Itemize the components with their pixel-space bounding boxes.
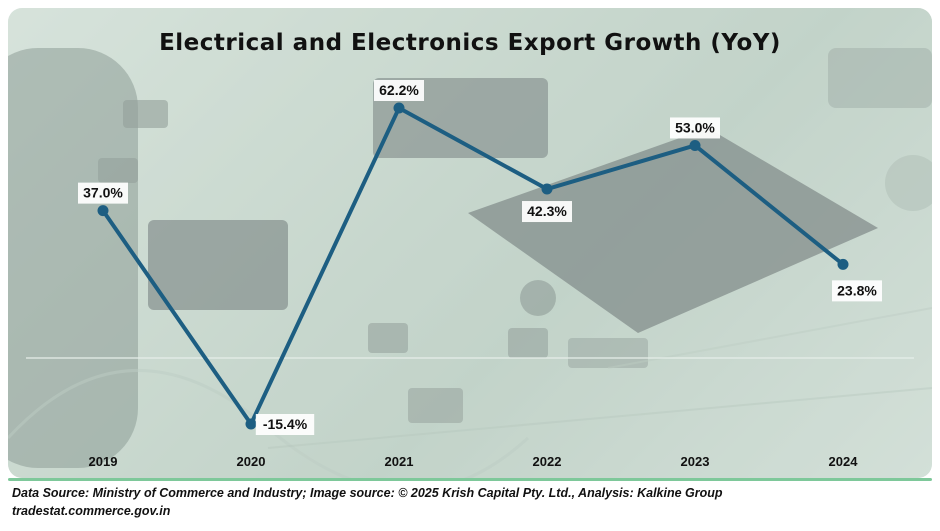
chart-card: Electrical and Electronics Export Growth… bbox=[8, 8, 932, 478]
data-label: -15.4% bbox=[255, 414, 315, 435]
svg-text:62.2%: 62.2% bbox=[379, 82, 419, 98]
data-point bbox=[837, 258, 849, 270]
svg-text:53.0%: 53.0% bbox=[675, 119, 715, 135]
data-label: 42.3% bbox=[522, 201, 572, 223]
svg-text:23.8%: 23.8% bbox=[837, 282, 877, 298]
accent-underline bbox=[8, 478, 932, 481]
data-point bbox=[541, 183, 553, 195]
circuit-board-background bbox=[8, 48, 932, 478]
data-point bbox=[97, 205, 109, 217]
source-url: tradestat.commerce.gov.in bbox=[12, 504, 171, 518]
x-tick-label: 2022 bbox=[533, 454, 562, 469]
x-tick-label: 2020 bbox=[237, 454, 266, 469]
x-tick-label: 2024 bbox=[829, 454, 859, 469]
data-source-note: Data Source: Ministry of Commerce and In… bbox=[12, 486, 723, 500]
data-point bbox=[393, 102, 405, 114]
x-tick-label: 2019 bbox=[89, 454, 118, 469]
data-label: 37.0% bbox=[78, 182, 128, 204]
data-label: 53.0% bbox=[670, 117, 720, 139]
data-label: 23.8% bbox=[832, 280, 882, 302]
x-tick-label: 2023 bbox=[681, 454, 710, 469]
svg-text:37.0%: 37.0% bbox=[83, 185, 123, 201]
svg-text:42.3%: 42.3% bbox=[527, 203, 567, 219]
data-point bbox=[689, 139, 701, 151]
data-label: 62.2% bbox=[374, 80, 424, 101]
line-chart: 37.0% 2019 -15.4% 2020 62.2% 2021 42.3% 2022 53.… bbox=[26, 80, 914, 469]
chart-title: Electrical and Electronics Export Growth… bbox=[159, 30, 781, 56]
series-line bbox=[101, 106, 845, 426]
background-wash bbox=[8, 8, 932, 478]
data-point bbox=[245, 418, 257, 430]
x-tick-label: 2021 bbox=[385, 454, 414, 469]
svg-text:-15.4%: -15.4% bbox=[263, 416, 308, 432]
